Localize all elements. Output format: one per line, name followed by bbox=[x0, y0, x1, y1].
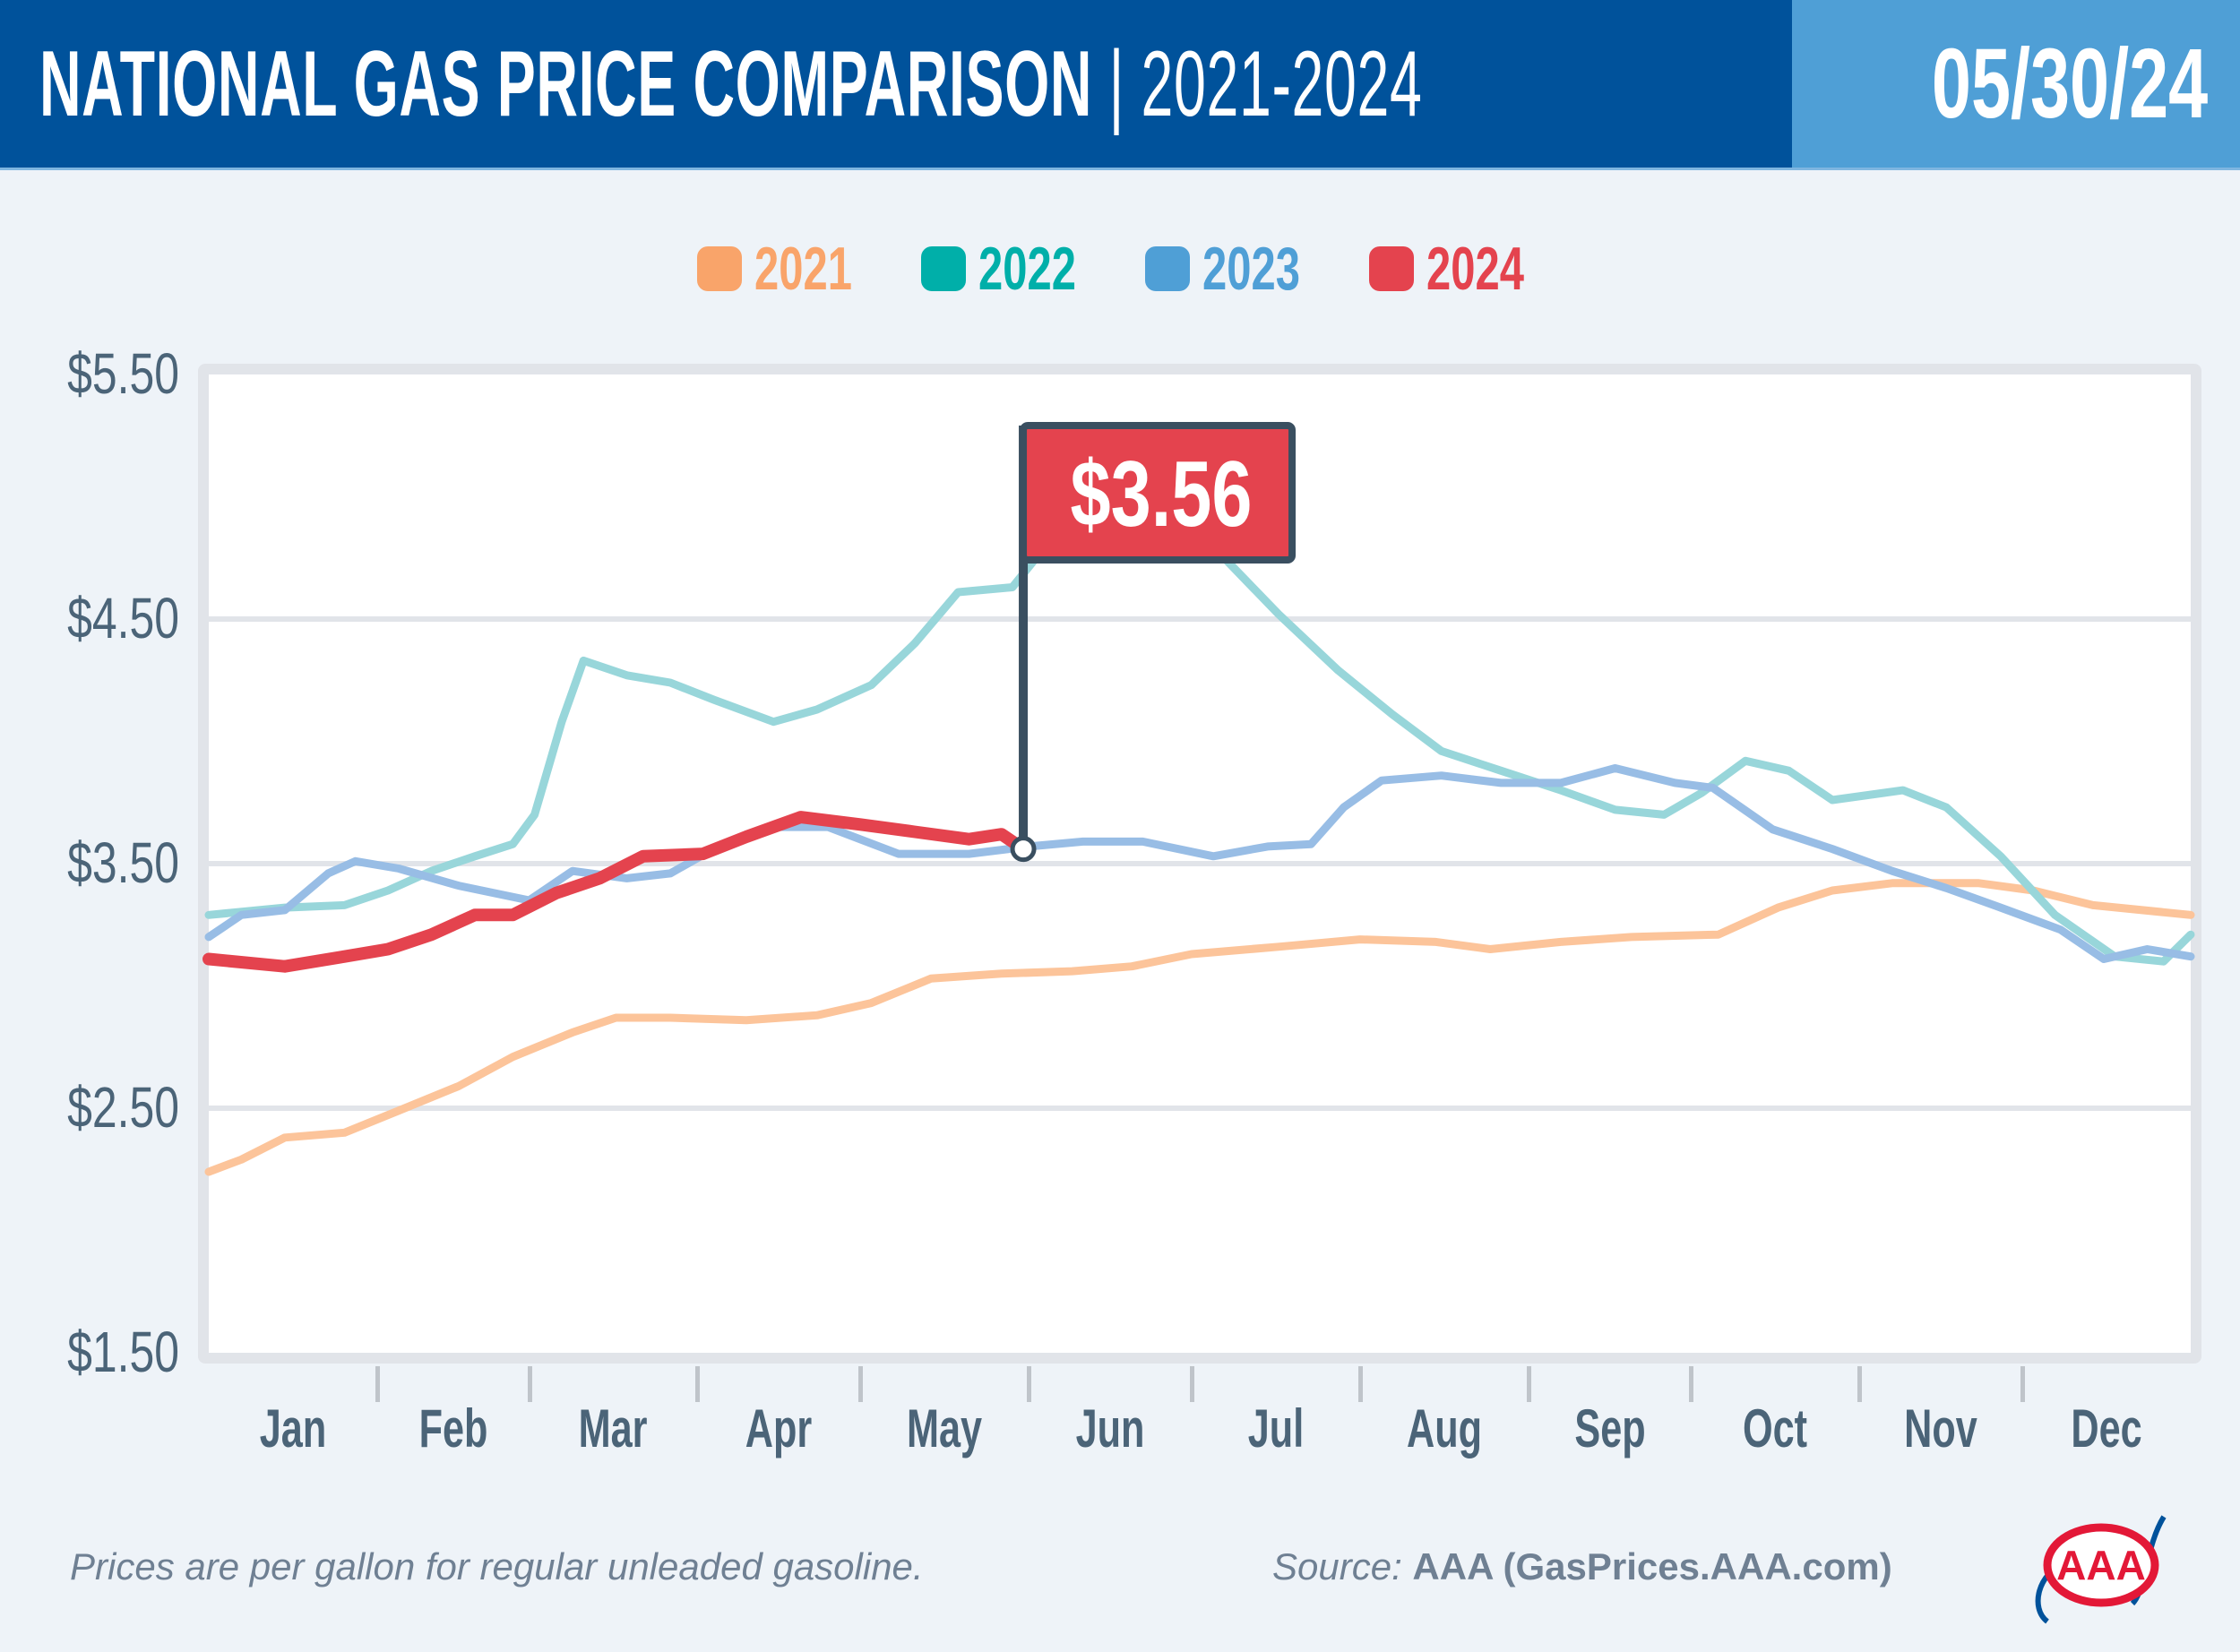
x-tick-label: Sep bbox=[1573, 1398, 1646, 1458]
current-price-marker bbox=[1010, 836, 1037, 863]
aaa-logo-text: AAA bbox=[2056, 1542, 2146, 1588]
y-tick-label: $2.50 bbox=[67, 1075, 179, 1140]
x-tick-mark bbox=[1357, 1366, 1363, 1402]
series-line-2023 bbox=[204, 764, 2195, 963]
x-tick-label: Jul bbox=[1247, 1398, 1305, 1458]
x-tick-mark bbox=[1689, 1366, 1694, 1402]
date-bar: 05/30/24 bbox=[1792, 0, 2240, 168]
date-label: 05/30/24 bbox=[1931, 29, 2208, 139]
legend-swatch bbox=[1369, 246, 1414, 291]
legend-label: 2023 bbox=[1202, 235, 1300, 303]
legend-item-2023: 2023 bbox=[1145, 235, 1319, 303]
legend-label: 2021 bbox=[754, 235, 852, 303]
x-tick-mark bbox=[1857, 1366, 1863, 1402]
x-tick-label: Dec bbox=[2071, 1398, 2142, 1458]
title-range: 2021-2024 bbox=[1141, 32, 1423, 136]
series-line-2021 bbox=[204, 879, 2195, 1176]
legend-item-2022: 2022 bbox=[921, 235, 1095, 303]
legend-item-2021: 2021 bbox=[697, 235, 871, 303]
x-tick-label: Apr bbox=[745, 1398, 813, 1458]
x-tick-mark bbox=[695, 1366, 701, 1402]
x-tick-mark bbox=[1526, 1366, 1531, 1402]
x-tick-mark bbox=[1189, 1366, 1194, 1402]
header: NATIONAL GAS PRICE COMPARISON | 2021-202… bbox=[0, 0, 2240, 170]
legend-label: 2024 bbox=[1426, 235, 1524, 303]
y-tick-label: $4.50 bbox=[67, 586, 179, 650]
x-tick-mark bbox=[375, 1366, 380, 1402]
chart-legend: 2021 2022 2023 2024 bbox=[0, 235, 2240, 303]
header-divider bbox=[0, 168, 2240, 170]
x-tick-label: Mar bbox=[579, 1398, 648, 1458]
legend-swatch bbox=[697, 246, 742, 291]
x-tick-mark bbox=[2020, 1366, 2026, 1402]
x-tick-mark bbox=[1027, 1366, 1032, 1402]
x-tick-label: Jun bbox=[1075, 1398, 1145, 1458]
x-tick-label: Feb bbox=[418, 1398, 488, 1458]
x-tick-label: Nov bbox=[1904, 1398, 1978, 1458]
source-name: AAA (GasPrices.AAA.com) bbox=[1412, 1545, 1892, 1587]
series-line-2024 bbox=[202, 811, 1030, 973]
source-credit: Source: AAA (GasPrices.AAA.com) bbox=[1272, 1545, 1892, 1588]
legend-label: 2022 bbox=[978, 235, 1076, 303]
flag-price-label: $3.56 bbox=[1071, 442, 1253, 546]
y-tick-label: $1.50 bbox=[67, 1320, 179, 1384]
flag-banner bbox=[1020, 422, 1297, 564]
x-tick-label: May bbox=[907, 1398, 983, 1458]
legend-swatch bbox=[921, 246, 966, 291]
y-tick-label: $5.50 bbox=[67, 341, 179, 406]
legend-swatch bbox=[1145, 246, 1190, 291]
x-tick-label: Jan bbox=[259, 1398, 327, 1458]
footnote: Prices are per gallon for regular unlead… bbox=[70, 1545, 924, 1587]
title-main: NATIONAL GAS PRICE COMPARISON bbox=[39, 32, 1093, 136]
legend-item-2024: 2024 bbox=[1369, 235, 1543, 303]
y-tick-label: $3.50 bbox=[67, 830, 179, 895]
page-title: NATIONAL GAS PRICE COMPARISON | 2021-202… bbox=[39, 30, 1422, 138]
source-prefix: Source: bbox=[1272, 1545, 1413, 1587]
x-tick-label: Aug bbox=[1406, 1398, 1482, 1458]
title-separator: | bbox=[1092, 32, 1142, 136]
x-tick-mark bbox=[858, 1366, 864, 1402]
x-tick-label: Oct bbox=[1743, 1398, 1808, 1458]
title-bar: NATIONAL GAS PRICE COMPARISON | 2021-202… bbox=[0, 0, 1792, 168]
x-tick-mark bbox=[527, 1366, 532, 1402]
aaa-logo-icon: AAA bbox=[2035, 1515, 2167, 1624]
